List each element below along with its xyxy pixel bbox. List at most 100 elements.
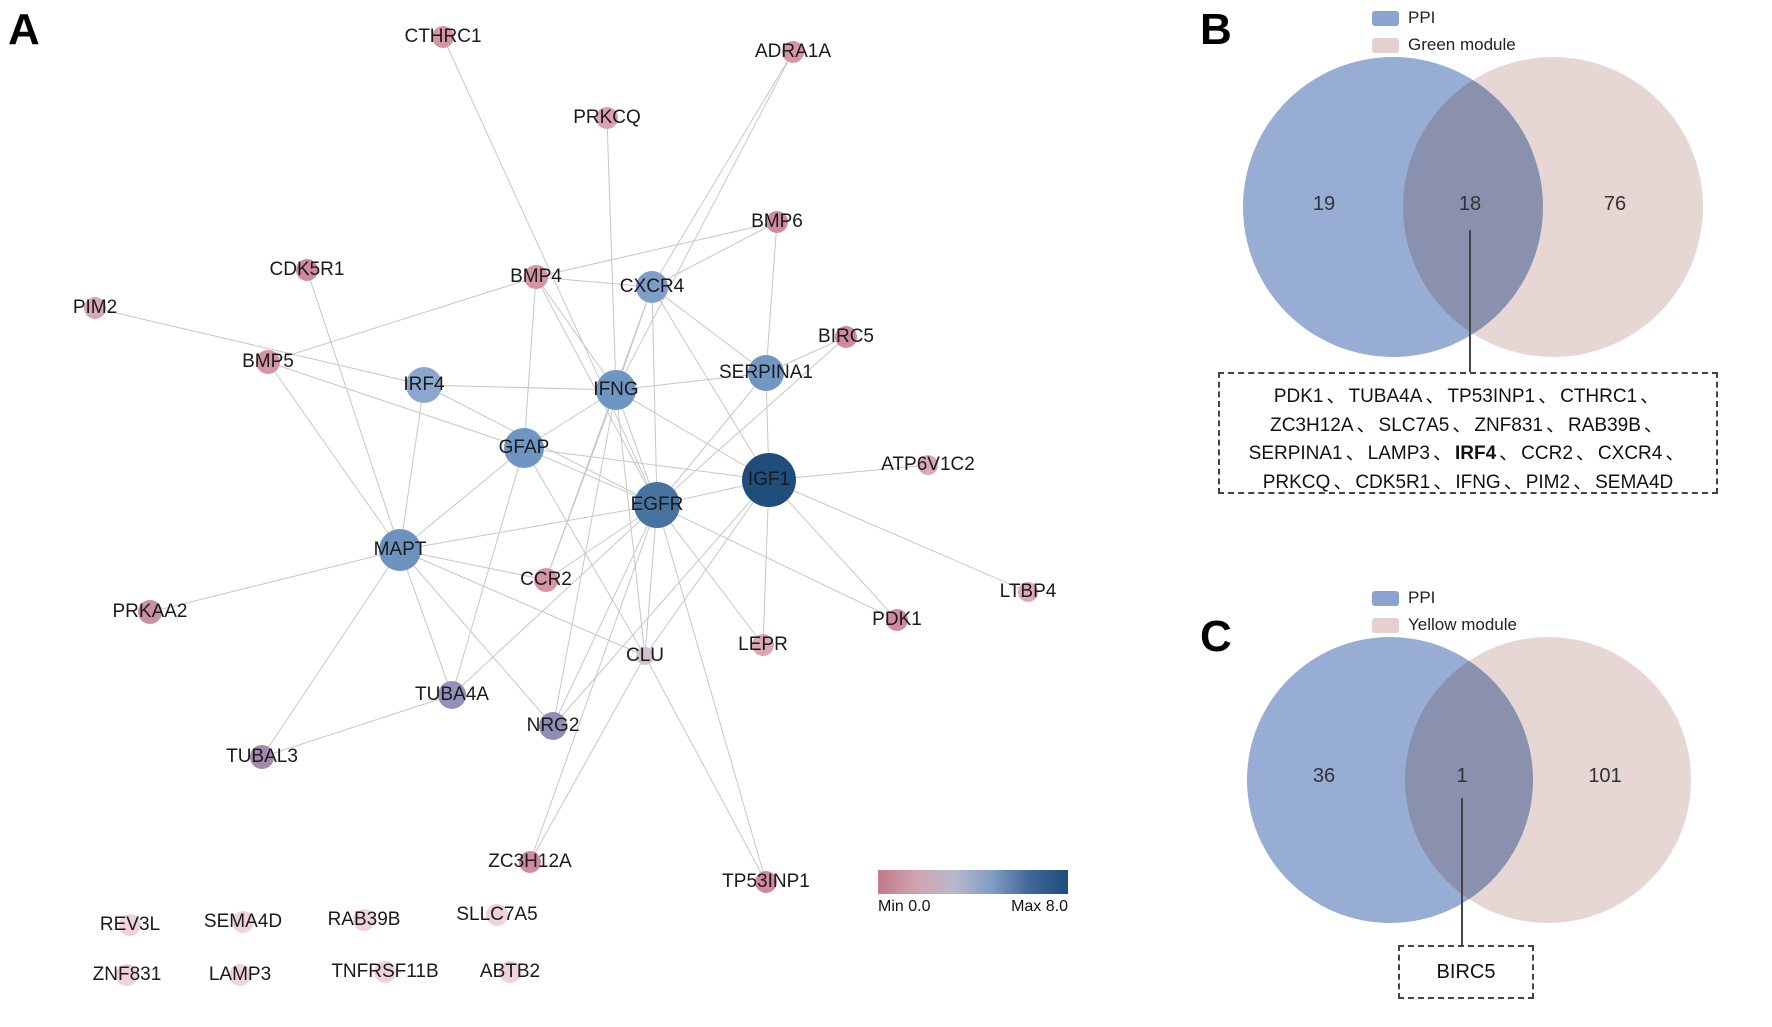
gene-node-label: BMP4 — [510, 266, 562, 287]
legend-row-ppi: PPI — [1372, 588, 1517, 608]
panel-b-label: B — [1200, 5, 1232, 54]
network-edge — [261, 694, 453, 758]
network-edge — [644, 655, 767, 883]
gene-node-label: ZNF831 — [93, 964, 162, 985]
legend-c: PPI Yellow module — [1372, 588, 1517, 635]
gene-node-label: ATP6V1C2 — [881, 454, 975, 475]
gene-node-label: BMP5 — [242, 351, 294, 372]
network-edge — [644, 479, 770, 657]
gene-node-EGFR — [634, 482, 680, 528]
network-edge — [399, 549, 554, 727]
gene-separator: 、 — [1356, 414, 1376, 436]
gene-separator: 、 — [1433, 471, 1453, 493]
network-edge — [535, 276, 617, 391]
gene-node-PRKAA2 — [138, 600, 162, 624]
gene-separator: 、 — [1538, 386, 1558, 407]
gene-node-label: CCR2 — [520, 569, 572, 590]
gene-node-IFNG — [596, 370, 636, 410]
gene-node-label: PIM2 — [73, 297, 117, 318]
colorbar: Min 0.0 Max 8.0 — [878, 870, 1068, 916]
gene-separator: 、 — [1345, 443, 1365, 464]
gene-node-PRKCQ — [596, 107, 618, 129]
network-edge — [267, 361, 401, 551]
colorbar-gradient — [878, 870, 1068, 894]
gene-node-SLLC7A5 — [486, 904, 508, 926]
gene-node-label: CXCR4 — [620, 276, 685, 297]
gene-node-ZC3H12A — [519, 851, 541, 873]
network-edge — [451, 504, 658, 696]
network-edge — [523, 447, 658, 506]
gene-list-item: BIRC5 — [1436, 961, 1496, 983]
gene-node-label: SLLC7A5 — [456, 904, 537, 925]
gene-node-PDK1 — [886, 609, 908, 631]
gene-node-label: LTBP4 — [1000, 581, 1057, 602]
gene-separator: 、 — [1326, 386, 1346, 407]
green-module-swatch — [1372, 37, 1399, 53]
network-edge — [552, 389, 617, 727]
gene-list-item: CDK5R1 — [1355, 471, 1431, 493]
gene-separator: 、 — [1503, 471, 1523, 493]
gene-list-item: PDK1 — [1273, 386, 1324, 407]
gene-node-LTBP4 — [1018, 582, 1038, 602]
gene-node-CCR2 — [534, 568, 558, 592]
gene-list-item: ZNF831 — [1474, 414, 1543, 436]
gene-node-label: SERPINA1 — [719, 362, 813, 383]
network-edge — [149, 549, 401, 613]
colorbar-min-label: Min 0.0 — [878, 898, 931, 915]
gene-node-label: LEPR — [738, 634, 788, 655]
network-edge — [261, 549, 401, 758]
network-edge — [306, 269, 401, 551]
gene-list-item: CTHRC1 — [1560, 386, 1638, 407]
gene-list-item: LAMP3 — [1367, 443, 1430, 464]
network-edge — [399, 384, 425, 551]
network-edge — [762, 479, 770, 646]
gene-node-BIRC5 — [835, 326, 857, 348]
legend-label-ppi: PPI — [1408, 8, 1436, 27]
network-edge — [656, 504, 764, 646]
network-edge — [442, 36, 658, 506]
venn-c-overlap-gene-box: BIRC5 — [1398, 945, 1534, 999]
gene-node-ADRA1A — [782, 41, 804, 63]
legend-label-green-module: Green module — [1408, 35, 1516, 54]
network-edge — [615, 372, 767, 391]
network-edge — [656, 372, 767, 506]
network-edge — [523, 447, 770, 481]
gene-node-SEMA4D — [232, 911, 254, 933]
gene-separator: 、 — [1425, 386, 1445, 407]
gene-separator: 、 — [1575, 443, 1595, 464]
gene-separator: 、 — [1432, 443, 1452, 464]
gene-node-REV3L — [119, 914, 141, 936]
network-edge — [523, 276, 537, 449]
gene-list-item: CXCR4 — [1597, 443, 1663, 464]
gene-list-item: SEMA4D — [1595, 471, 1674, 493]
gene-node-BMP4 — [524, 265, 548, 289]
gene-node-label: EGFR — [631, 494, 684, 515]
gene-node-IGF1 — [742, 453, 796, 507]
legend-label-ppi: PPI — [1408, 588, 1436, 607]
network-edge — [656, 504, 767, 883]
gene-node-LAMP3 — [229, 964, 251, 986]
network-edge — [535, 276, 653, 288]
gene-list-item: TP53INP1 — [1447, 386, 1536, 407]
gene-node-RAB39B — [353, 909, 375, 931]
network-edge — [615, 51, 794, 391]
gene-node-label: ABTB2 — [480, 961, 540, 982]
panel-a-label: A — [8, 5, 40, 54]
gene-list-item: IRF4 — [1454, 443, 1497, 464]
gene-list-item: IFNG — [1455, 471, 1501, 493]
gene-node-label: TNFRSF11B — [331, 961, 438, 982]
gene-list-item: RAB39B — [1568, 414, 1641, 436]
network-edge — [399, 549, 646, 657]
yellow-module-swatch — [1372, 617, 1399, 633]
network-edge — [423, 384, 617, 391]
network-edge — [651, 286, 658, 506]
gene-node-label: GFAP — [499, 437, 550, 458]
venn-b-right-count: 76 — [1603, 193, 1627, 215]
gene-node-TUBAL3 — [250, 745, 274, 769]
gene-node-CDK5R1 — [296, 259, 318, 281]
network-edge — [644, 504, 658, 657]
gene-list-item: SLC7A5 — [1378, 414, 1450, 436]
gene-separator: 、 — [1640, 386, 1660, 407]
